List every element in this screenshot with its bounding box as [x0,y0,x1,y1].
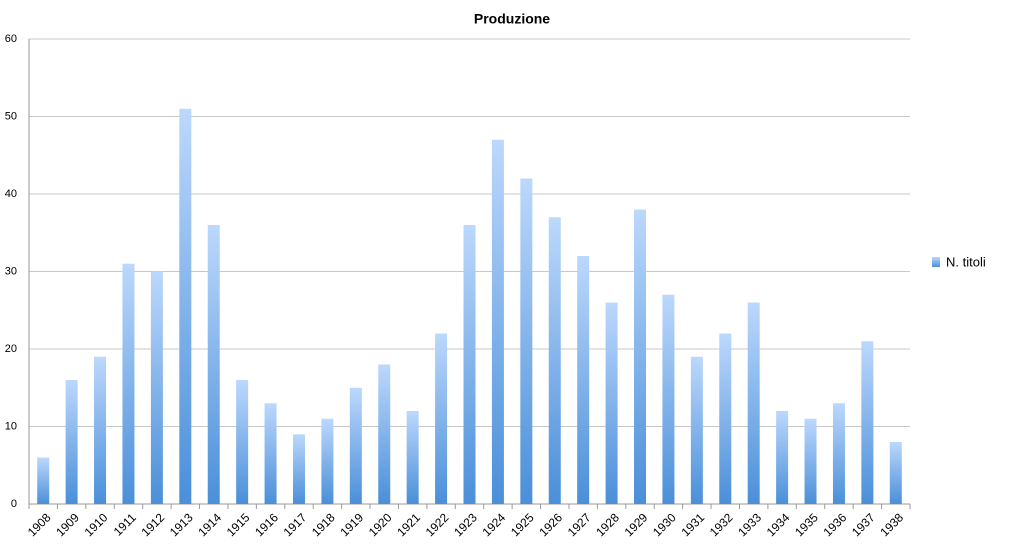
x-tick-label: 1912 [138,510,167,539]
bar [122,263,135,504]
bar [605,302,618,504]
bar [94,356,107,504]
bar [65,380,78,504]
x-tick-label: 1913 [167,510,196,539]
y-tick-label: 40 [5,188,17,200]
bar [207,225,220,504]
x-tick-label: 1917 [281,510,310,539]
x-tick-label: 1930 [650,510,679,539]
x-tick-label: 1916 [252,510,281,539]
x-tick-label: 1920 [366,510,395,539]
x-tick-label: 1910 [82,510,111,539]
bar [406,411,419,504]
bar [861,341,874,504]
x-tick-label: 1915 [224,510,253,539]
bar [264,403,277,504]
x-tick-label: 1918 [309,510,338,539]
bar [577,256,590,504]
y-tick-label: 20 [5,343,17,355]
x-tick-label: 1909 [53,510,82,539]
bar [349,387,362,504]
bar [634,209,647,504]
x-tick-label: 1937 [849,510,878,539]
bar [662,294,675,504]
bar [236,380,249,504]
x-tick-label: 1935 [792,510,821,539]
y-tick-label: 50 [5,110,17,122]
x-tick-label: 1929 [622,510,651,539]
bar [292,434,305,504]
y-tick-label: 0 [11,498,17,510]
bar [179,108,192,504]
x-tick-label: 1911 [111,510,139,538]
bar [37,457,50,504]
bar [491,139,504,504]
x-tick-label: 1921 [394,510,423,539]
x-tick-label: 1919 [337,510,366,539]
y-tick-label: 10 [5,420,17,432]
bar [747,302,760,504]
x-tick-label: 1928 [593,510,622,539]
bar [832,403,845,504]
x-tick-label: 1927 [565,510,594,539]
bar [378,364,391,504]
bar [463,225,476,504]
x-tick-label: 1908 [25,510,54,539]
bar [321,418,334,504]
bar [548,217,561,504]
y-tick-label: 30 [5,265,17,277]
x-tick-label: 1931 [678,510,707,539]
legend-label: N. titoli [946,254,986,269]
bar [150,271,163,504]
bar [435,333,448,504]
x-tick-label: 1932 [707,510,736,539]
x-tick-label: 1933 [735,510,764,539]
bar [690,356,703,504]
bar [520,178,533,504]
x-tick-label: 1925 [508,510,537,539]
bar [889,442,902,504]
x-tick-label: 1922 [423,510,452,539]
x-tick-label: 1934 [764,510,793,539]
x-tick-label: 1923 [451,510,480,539]
chart-title: Produzione [474,11,550,27]
bar [804,418,817,504]
x-tick-label: 1924 [480,510,509,539]
x-tick-label: 1936 [821,510,850,539]
legend-swatch [932,257,940,267]
bar [776,411,789,504]
bar [719,333,732,504]
x-tick-label: 1938 [877,510,906,539]
x-tick-label: 1926 [536,510,565,539]
y-tick-label: 60 [5,33,17,45]
x-tick-label: 1914 [195,510,224,539]
